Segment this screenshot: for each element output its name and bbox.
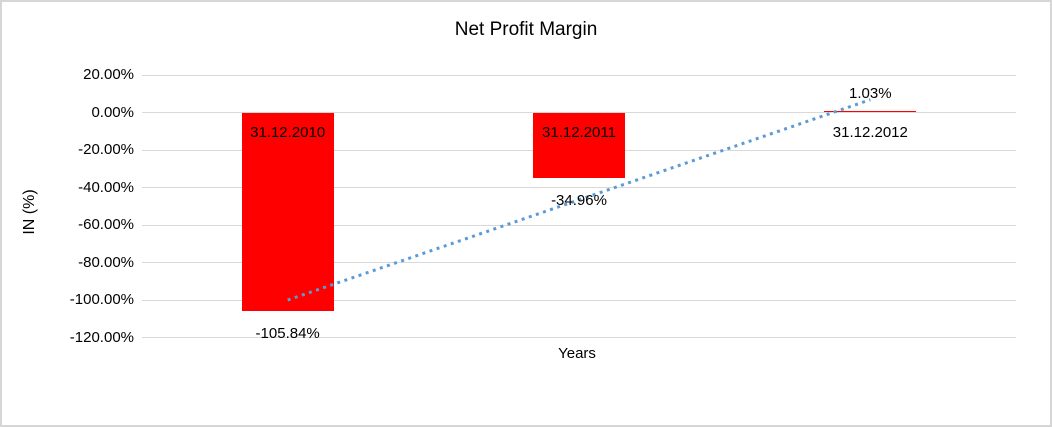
y-tick-label: -100.00%: [69, 291, 134, 308]
gridline: [142, 337, 1016, 338]
bar-31.12.2011: [533, 112, 625, 179]
value-label: -105.84%: [255, 324, 320, 342]
chart-title: Net Profit Margin: [454, 19, 598, 40]
category-label: 31.12.2012: [832, 124, 908, 141]
y-tick-label: -40.00%: [78, 178, 134, 196]
value-label: -34.96%: [551, 192, 607, 210]
y-tick-label: -60.00%: [78, 216, 134, 233]
y-tick-label: -20.00%: [78, 141, 134, 158]
x-axis-title: Years: [558, 345, 596, 362]
y-tick-label: -120.00%: [69, 328, 134, 346]
value-label: 1.03%: [849, 84, 892, 102]
y-tick-label: 20.00%: [83, 66, 134, 83]
bar-31.12.2010: [241, 112, 334, 311]
y-tick-label: -80.00%: [78, 253, 134, 271]
bar-31.12.2012: [824, 110, 917, 113]
category-label: 31.12.2010: [250, 124, 326, 141]
y-tick-label: 0.00%: [91, 103, 134, 121]
category-label: 31.12.2011: [542, 124, 616, 141]
gridline: [142, 74, 1016, 76]
